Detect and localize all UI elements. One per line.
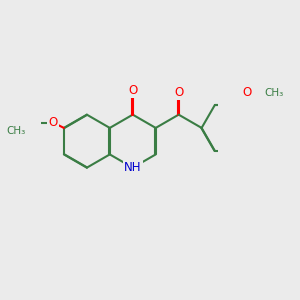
Text: O: O: [49, 116, 58, 129]
Text: CH₃: CH₃: [264, 88, 284, 98]
Text: O: O: [174, 85, 183, 99]
Text: NH: NH: [124, 161, 142, 174]
Text: O: O: [242, 86, 251, 99]
Text: CH₃: CH₃: [7, 126, 26, 136]
Text: O: O: [128, 84, 137, 97]
